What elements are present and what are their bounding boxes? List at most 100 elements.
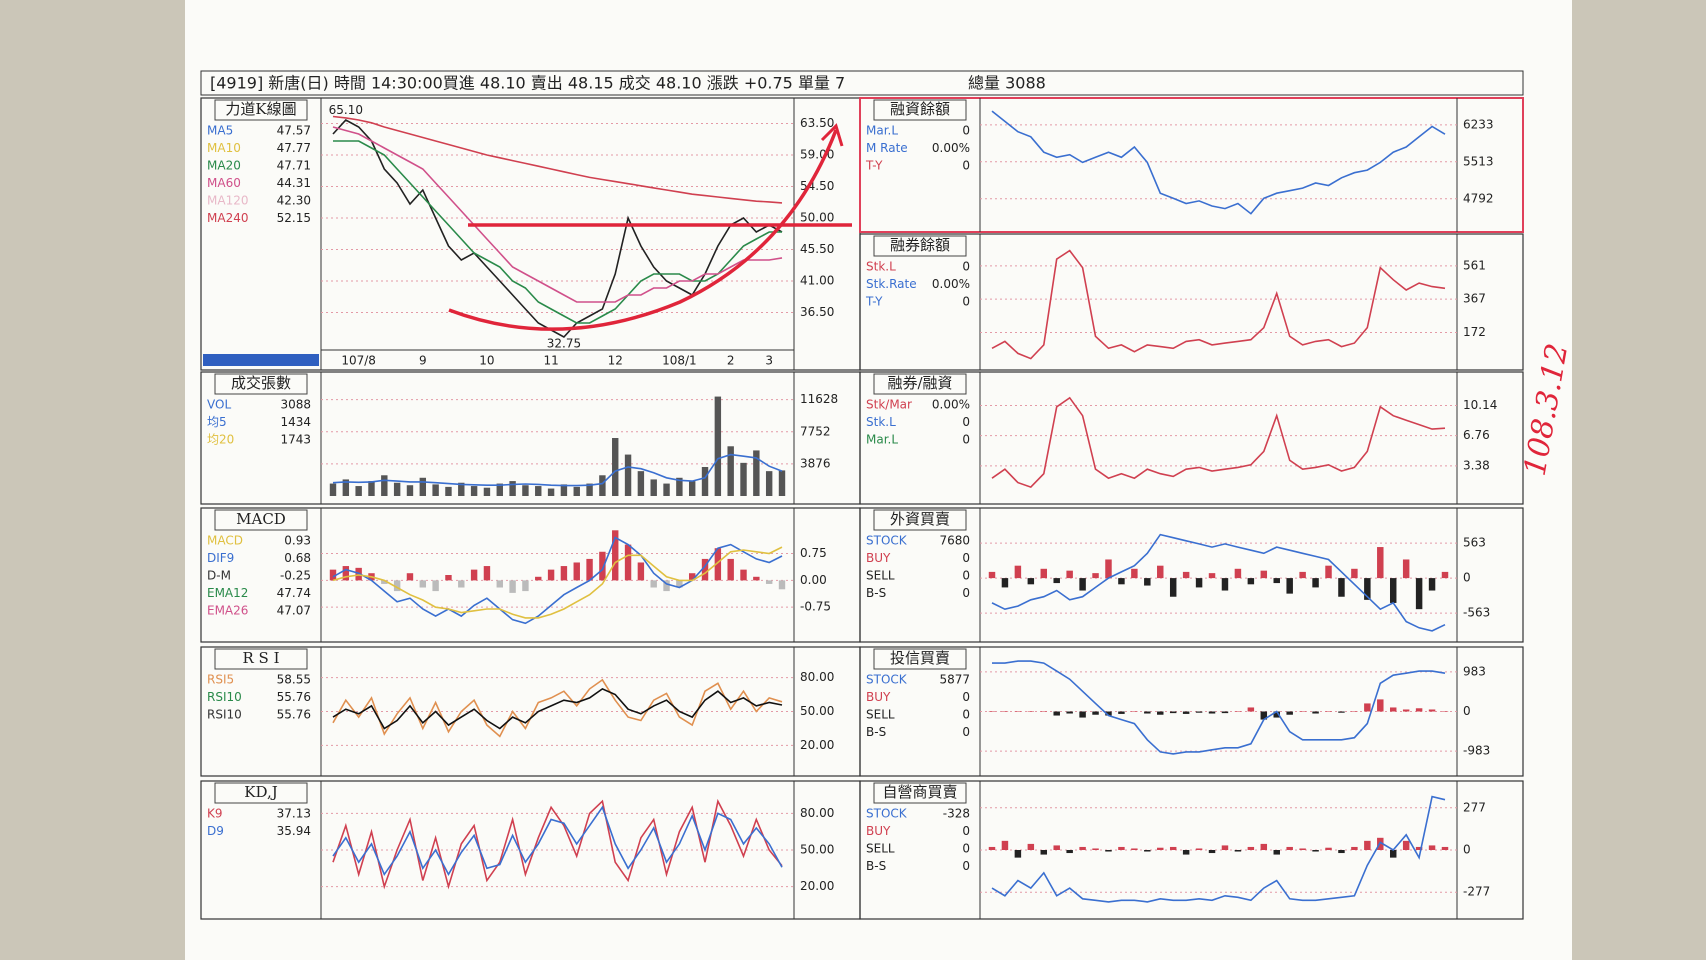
panel-frame [859, 780, 1524, 920]
bar [1027, 843, 1035, 850]
bar [1144, 578, 1151, 586]
legend-value: 47.77 [277, 141, 311, 155]
bar [560, 566, 568, 581]
bar [1234, 711, 1242, 712]
y-tick-label: 367 [1463, 292, 1486, 306]
legend-name: T-Y [865, 159, 883, 173]
bar [1144, 850, 1151, 852]
bar [1040, 568, 1048, 579]
y-tick-label: 10.14 [1463, 398, 1497, 412]
legend-name: MA120 [207, 194, 248, 208]
title-box [214, 99, 308, 121]
legend-value: 1434 [280, 415, 311, 429]
legend-value: 44.31 [277, 176, 311, 190]
bar [560, 484, 568, 496]
bar [1182, 850, 1190, 855]
y-tick-label: 7752 [800, 424, 831, 438]
panel-frame [859, 646, 1524, 777]
bar [1299, 711, 1306, 712]
bar [753, 576, 760, 581]
bar [1234, 568, 1242, 579]
bar [740, 569, 747, 581]
x-tick-label: 107/8 [341, 354, 376, 368]
bar [1441, 711, 1449, 712]
bar [1221, 711, 1229, 714]
bar [1001, 840, 1009, 850]
bar [1247, 846, 1255, 850]
panel-title: 融資餘額 [890, 100, 950, 118]
y-tick-label: 3876 [800, 456, 831, 470]
panel-title: 融券餘額 [890, 236, 950, 254]
bar [663, 580, 670, 592]
y-tick-label: 5513 [1463, 154, 1494, 168]
y-tick-label: -0.75 [800, 600, 831, 614]
legend-name: MA20 [207, 159, 241, 173]
bar [342, 479, 350, 496]
bar [1364, 703, 1371, 712]
title-box [873, 509, 967, 531]
y-tick-label: 0 [1463, 843, 1471, 857]
bar [1338, 578, 1345, 597]
bar [1092, 711, 1099, 715]
y-tick-label: 172 [1463, 325, 1486, 339]
bar [714, 548, 722, 581]
bar [663, 483, 670, 496]
panel-title: 外資買賣 [890, 510, 950, 528]
legend-name: B-S [866, 725, 886, 739]
bar [624, 544, 632, 581]
bar [1351, 846, 1358, 850]
legend-value: 0 [962, 708, 970, 722]
bar [637, 471, 645, 496]
legend-name: MA10 [207, 141, 241, 155]
legend-value: 55.76 [277, 708, 311, 722]
bar [1273, 850, 1280, 855]
series-line [333, 140, 782, 324]
panel-title: 力道K線圖 [225, 100, 296, 118]
bar [470, 486, 478, 496]
bar [1157, 847, 1164, 850]
y-tick-label: 50.00 [800, 704, 834, 718]
y-tick-label: 36.50 [800, 305, 834, 319]
legend-value: -0.25 [280, 569, 311, 583]
bar [483, 566, 491, 581]
bar [1118, 711, 1125, 714]
bar [1182, 711, 1190, 714]
bar [535, 576, 542, 581]
annotation: 32.75 [547, 337, 581, 351]
legend-value: 0 [962, 415, 970, 429]
legend-name: Stk.L [866, 415, 896, 429]
bar [535, 486, 542, 496]
bar [612, 438, 619, 496]
legend-name: Stk.L [866, 260, 896, 274]
legend-value: 47.74 [277, 586, 311, 600]
bar [650, 479, 657, 496]
bar [1286, 578, 1293, 594]
bar [355, 567, 362, 581]
title-box [873, 235, 967, 257]
bar [1299, 571, 1306, 579]
bar [496, 483, 503, 496]
bar [778, 580, 786, 590]
bar [701, 558, 709, 581]
bar [765, 580, 773, 584]
bar [445, 486, 452, 496]
bar [355, 486, 362, 496]
bar [1001, 578, 1009, 588]
legend-name: D9 [207, 824, 224, 838]
title-box [214, 373, 308, 395]
legend-value: 3088 [280, 398, 311, 412]
bar [329, 569, 337, 581]
legend-name: D-M [207, 569, 231, 583]
bar [1402, 840, 1410, 850]
title-box [873, 648, 967, 670]
title-box [214, 782, 308, 804]
bar [1273, 578, 1280, 584]
bar [547, 569, 555, 581]
bar [432, 580, 439, 592]
bar [1428, 578, 1436, 591]
x-tick-label: 108/1 [662, 354, 697, 368]
bar [406, 485, 414, 496]
y-tick-label: 563 [1463, 536, 1486, 550]
y-tick-label: 45.50 [800, 242, 834, 256]
